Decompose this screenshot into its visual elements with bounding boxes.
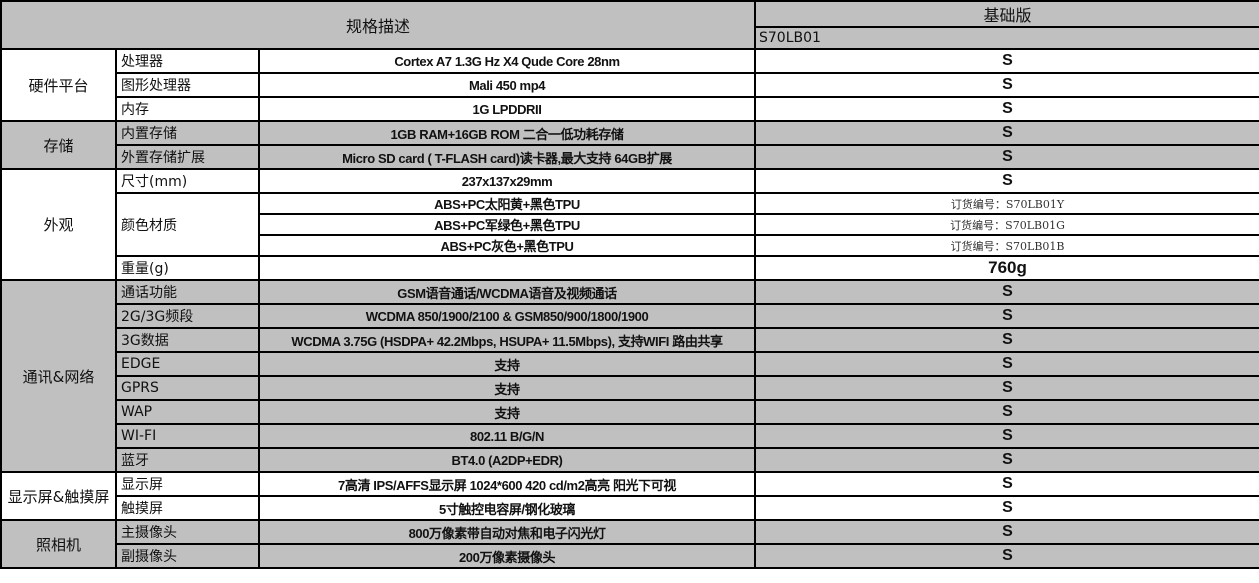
edition-value: S xyxy=(754,144,1259,170)
edition-value: S xyxy=(754,96,1259,122)
edition-value: S xyxy=(754,423,1259,449)
table-row: 颜色材质 ABS+PC太阳黄+黑色TPU 订货编号：S70LB01Y xyxy=(1,192,1259,257)
table-row: ABS+PC军绿色+黑色TPU 订货编号：S70LB01G xyxy=(1,213,1259,236)
row-label: 外置存储扩展 xyxy=(115,144,260,170)
group-label: 硬件平台 xyxy=(0,48,117,122)
row-label: 内存 xyxy=(115,96,260,122)
edition-value: S xyxy=(754,279,1259,305)
edition-value: S xyxy=(754,519,1259,545)
row-label: EDGE xyxy=(115,351,260,377)
group-label: 存储 xyxy=(0,120,117,170)
spec-value: WCDMA 850/1900/2100 & GSM850/900/1800/19… xyxy=(257,303,757,329)
table-row: 图形处理器 Mali 450 mp4 S xyxy=(1,72,1259,98)
edition-value: S xyxy=(754,471,1259,497)
row-label: 蓝牙 xyxy=(115,447,260,473)
table-row: 2G/3G频段 WCDMA 850/1900/2100 & GSM850/900/… xyxy=(1,303,1259,329)
edition-value: S xyxy=(754,543,1259,569)
row-label: 显示屏 xyxy=(115,471,260,497)
table-row: 3G数据 WCDMA 3.75G (HSDPA+ 42.2Mbps, HSUPA+… xyxy=(1,327,1259,353)
table-row: GPRS 支持 S xyxy=(1,375,1259,401)
edition-value: S xyxy=(754,327,1259,353)
row-label: 主摄像头 xyxy=(115,519,260,545)
spec-value: 支持 xyxy=(257,399,757,425)
spec-value: 800万像素带自动对焦和电子闪光灯 xyxy=(257,519,757,545)
spec-value: ABS+PC灰色+黑色TPU xyxy=(257,234,757,257)
spec-value: WCDMA 3.75G (HSDPA+ 42.2Mbps, HSUPA+ 11.… xyxy=(257,327,757,353)
spec-value: 1GB RAM+16GB ROM 二合一低功耗存储 xyxy=(257,120,757,146)
table-row: ABS+PC灰色+黑色TPU 订货编号：S70LB01B xyxy=(1,234,1259,257)
table-row: 显示屏&触摸屏 显示屏 7高清 IPS/AFFS显示屏 1024*600 420 c… xyxy=(0,471,1259,521)
row-label: GPRS xyxy=(115,375,260,401)
table-row: 副摄像头 200万像素摄像头 S xyxy=(1,543,1259,569)
spec-value: 支持 xyxy=(257,351,757,377)
edition-value: S xyxy=(754,447,1259,473)
edition-value: 订货编号：S70LB01B xyxy=(754,234,1259,257)
table-row: 硬件平台 处理器 Cortex A7 1.3G Hz X4 Qude Core 28… xyxy=(0,48,1259,122)
edition-value: S xyxy=(754,399,1259,425)
table-row: 蓝牙 BT4.0 (A2DP+EDR) S xyxy=(1,447,1259,473)
row-label: 尺寸(mm) xyxy=(115,168,260,194)
row-label: 副摄像头 xyxy=(115,543,260,569)
table-row: 通讯&网络 通话功能 GSM语音通话/WCDMA语音及视频通话 S xyxy=(0,279,1259,473)
table-row: 触摸屏 5寸触控电容屏/钢化玻璃 S xyxy=(1,495,1259,521)
edition-value: S xyxy=(754,495,1259,521)
spec-value: Micro SD card ( T-FLASH card)读卡器,最大支持 64… xyxy=(257,144,757,170)
spec-value: 5寸触控电容屏/钢化玻璃 xyxy=(257,495,757,521)
table-row: 存储 内置存储 1GB RAM+16GB ROM 二合一低功耗存储 S xyxy=(0,120,1259,170)
spec-value: ABS+PC军绿色+黑色TPU xyxy=(257,213,757,236)
group-label: 通讯&网络 xyxy=(0,279,117,473)
spec-value: 支持 xyxy=(257,375,757,401)
spec-value xyxy=(257,255,757,281)
edition-value: S xyxy=(754,120,1259,146)
row-label: 内置存储 xyxy=(115,120,260,146)
table-row: 照相机 主摄像头 800万像素带自动对焦和电子闪光灯 S xyxy=(0,519,1259,569)
row-label: 通话功能 xyxy=(115,279,260,305)
spec-sheet-table: 规格描述 基础版 S70LB01 硬件平台 处理器 Cortex A7 1.3G H… xyxy=(0,0,1259,569)
edition-header: 基础版 xyxy=(754,0,1259,28)
spec-value: 1G LPDDRII xyxy=(257,96,757,122)
edition-value: S xyxy=(754,48,1259,74)
group-label: 照相机 xyxy=(0,519,117,569)
row-label: 颜色材质 xyxy=(115,192,260,257)
table-row: 外观 尺寸(mm) 237x137x29mm S xyxy=(0,168,1259,281)
spec-value: Mali 450 mp4 xyxy=(257,72,757,98)
spec-value: Cortex A7 1.3G Hz X4 Qude Core 28nm xyxy=(257,48,757,74)
edition-value: S xyxy=(754,375,1259,401)
table-row: 重量(g) 760g xyxy=(1,255,1259,281)
spec-value: 802.11 B/G/N xyxy=(257,423,757,449)
spec-value: GSM语音通话/WCDMA语音及视频通话 xyxy=(257,279,757,305)
spec-value: BT4.0 (A2DP+EDR) xyxy=(257,447,757,473)
spec-value: 200万像素摄像头 xyxy=(257,543,757,569)
row-label: 图形处理器 xyxy=(115,72,260,98)
row-label: 触摸屏 xyxy=(115,495,260,521)
row-label: WI-FI xyxy=(115,423,260,449)
table-row: WAP 支持 S xyxy=(1,399,1259,425)
model-number: S70LB01 xyxy=(754,26,1259,50)
edition-value: 订货编号：S70LB01Y xyxy=(754,192,1259,215)
edition-value: S xyxy=(754,72,1259,98)
spec-description-header: 规格描述 xyxy=(0,0,757,50)
row-label: 3G数据 xyxy=(115,327,260,353)
edition-value: S xyxy=(754,351,1259,377)
spec-value: 7高清 IPS/AFFS显示屏 1024*600 420 cd/m2高亮 阳光下… xyxy=(257,471,757,497)
spec-value: 237x137x29mm xyxy=(257,168,757,194)
group-label: 外观 xyxy=(0,168,117,281)
row-label: WAP xyxy=(115,399,260,425)
edition-value: S xyxy=(754,303,1259,329)
row-label: 2G/3G频段 xyxy=(115,303,260,329)
table-row: 外置存储扩展 Micro SD card ( T-FLASH card)读卡器,最… xyxy=(1,144,1259,170)
row-label: 重量(g) xyxy=(115,255,260,281)
edition-value: 订货编号：S70LB01G xyxy=(754,213,1259,236)
spec-value: ABS+PC太阳黄+黑色TPU xyxy=(257,192,757,215)
group-label: 显示屏&触摸屏 xyxy=(0,471,117,521)
table-row: 内存 1G LPDDRII S xyxy=(1,96,1259,122)
row-label: 处理器 xyxy=(115,48,260,74)
edition-value: 760g xyxy=(754,255,1259,281)
table-row: EDGE 支持 S xyxy=(1,351,1259,377)
edition-value: S xyxy=(754,168,1259,194)
table-row: WI-FI 802.11 B/G/N S xyxy=(1,423,1259,449)
